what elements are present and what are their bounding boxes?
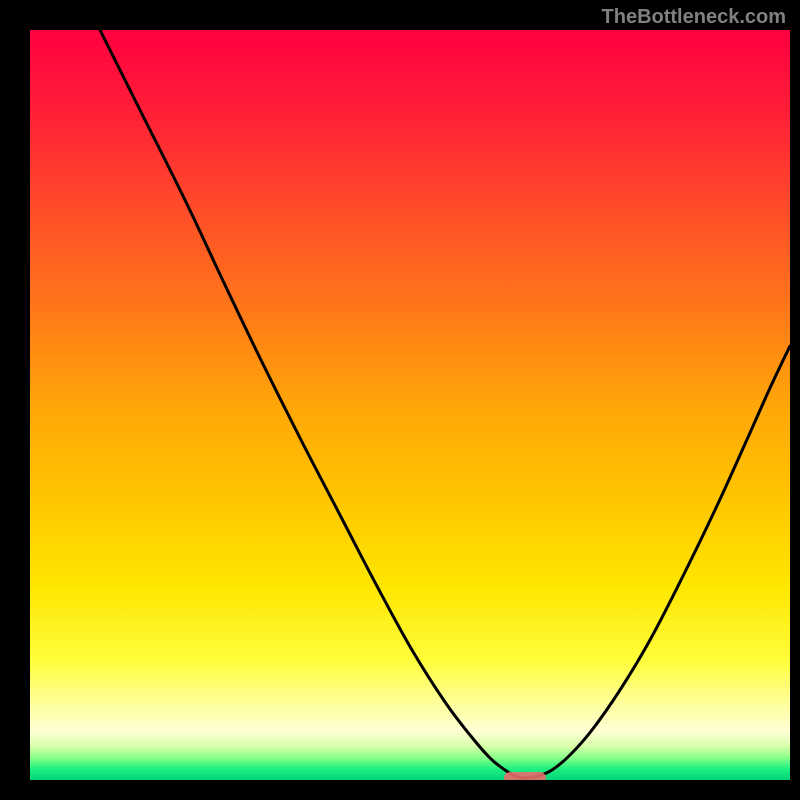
bottleneck-chart bbox=[0, 0, 800, 800]
chart-gradient-background bbox=[30, 30, 790, 780]
watermark-text: TheBottleneck.com bbox=[602, 6, 786, 29]
